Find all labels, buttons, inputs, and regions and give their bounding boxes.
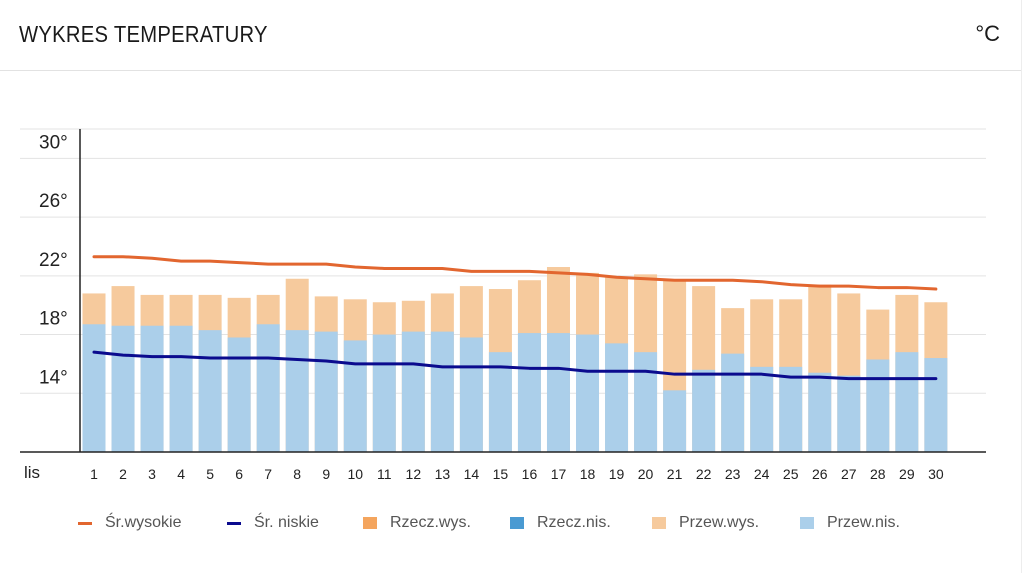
series-line-avg-high: [92, 255, 938, 291]
y-tick-label: 14°: [39, 367, 68, 388]
legend-swatch: [652, 517, 666, 529]
x-tick-label: 12: [406, 466, 422, 482]
legend-label: Śr.wysokie: [105, 514, 182, 531]
x-tick-label: 14: [464, 466, 480, 482]
bar-forecast-low: [430, 331, 454, 452]
x-tick-label: 23: [725, 466, 741, 482]
bar-forecast-low: [866, 359, 890, 452]
bar-forecast-low: [256, 324, 280, 452]
x-tick-label: 3: [148, 466, 156, 482]
x-tick-label: 27: [841, 466, 857, 482]
x-tick-label: 16: [522, 466, 538, 482]
x-tick-label: 20: [638, 466, 654, 482]
bar-forecast-low: [314, 331, 338, 452]
y-tick-label: 18°: [39, 309, 68, 330]
bar-forecast-low: [488, 352, 512, 452]
bar-forecast-low: [372, 334, 396, 452]
legend-item[interactable]: Rzecz.nis.: [510, 508, 611, 538]
legend-swatch: [510, 517, 524, 529]
bar-forecast-low: [663, 390, 687, 452]
x-tick-label: 30: [928, 466, 944, 482]
y-tick-label: 22°: [39, 250, 68, 271]
x-tick-label: 9: [322, 466, 330, 482]
bar-forecast-low: [517, 333, 541, 452]
legend-swatch: [800, 517, 814, 529]
bar-forecast-low: [285, 330, 309, 452]
chart-title: WYKRES TEMPERATURY: [19, 21, 268, 47]
bar-forecast-low: [692, 369, 716, 452]
legend-label: Śr. niskie: [254, 514, 319, 531]
legend-label: Przew.nis.: [827, 514, 900, 531]
bar-forecast-low: [227, 337, 251, 452]
x-tick-label: 15: [493, 466, 509, 482]
x-tick-label: 26: [812, 466, 828, 482]
x-tick-label: 7: [264, 466, 272, 482]
x-tick-label: 17: [551, 466, 567, 482]
x-tick-label: 19: [609, 466, 625, 482]
legend-swatch: [227, 521, 241, 525]
bar-forecast-low: [546, 333, 570, 452]
legend-swatch: [78, 521, 92, 525]
bar-forecast-low: [401, 331, 425, 452]
legend-item[interactable]: Przew.nis.: [800, 508, 900, 538]
x-tick-label: 29: [899, 466, 915, 482]
x-tick-label: 5: [206, 466, 214, 482]
bar-forecast-low: [924, 358, 948, 452]
legend-item[interactable]: Śr. niskie: [227, 508, 319, 538]
x-tick-label: 4: [177, 466, 185, 482]
x-tick-label: 25: [783, 466, 799, 482]
x-tick-label: 6: [235, 466, 243, 482]
bar-forecast-low: [198, 330, 222, 452]
panel-border: [1021, 0, 1022, 573]
legend-swatch: [363, 517, 377, 529]
legend-item[interactable]: Śr.wysokie: [78, 508, 181, 538]
x-tick-label: 24: [754, 466, 770, 482]
x-tick-label: 8: [293, 466, 301, 482]
x-tick-label: 13: [435, 466, 451, 482]
bar-forecast-low: [808, 372, 832, 452]
legend-item[interactable]: Rzecz.wys.: [363, 508, 471, 538]
bar-forecast-low: [634, 352, 658, 452]
x-tick-label: 18: [580, 466, 596, 482]
x-tick-label: 22: [696, 466, 712, 482]
chart-legend: Śr.wysokie Śr. niskie Rzecz.wys. Rzecz.nis.…: [0, 508, 1024, 538]
x-tick-label: 1: [90, 466, 98, 482]
bar-forecast-low: [779, 366, 803, 452]
bar-forecast-low: [895, 352, 919, 452]
bar-forecast-low: [111, 325, 135, 452]
y-tick-label: 30°: [39, 132, 68, 153]
legend-label: Przew.wys.: [679, 514, 760, 531]
chart-header: WYKRES TEMPERATURY °C: [0, 0, 1022, 71]
bar-forecast-low: [576, 334, 600, 452]
bar-forecast-low: [721, 353, 745, 452]
bar-forecast-low: [837, 375, 861, 452]
unit-toggle[interactable]: °C: [975, 21, 1000, 46]
bar-forecast-low: [343, 340, 367, 452]
month-label: lis: [24, 463, 40, 482]
x-tick-label: 10: [347, 466, 363, 482]
x-tick-label: 2: [119, 466, 127, 482]
bar-forecast-low: [82, 324, 106, 452]
bar-forecast-low: [605, 343, 629, 452]
bar-forecast-low: [169, 325, 193, 452]
bar-forecast-low: [140, 325, 164, 452]
x-tick-label: 21: [667, 466, 683, 482]
bar-forecast-low: [750, 366, 774, 452]
x-tick-label: 28: [870, 466, 886, 482]
legend-label: Rzecz.nis.: [537, 514, 611, 531]
legend-item[interactable]: Przew.wys.: [652, 508, 759, 538]
x-tick-label: 11: [377, 466, 392, 482]
temperature-chart: 14°18°22°26°30°lis 1 2 3 4 5 6 7 8 9 10 11 12 13 14 15 1…: [20, 128, 986, 482]
legend-label: Rzecz.wys.: [390, 514, 471, 531]
series-line-avg-low: [92, 350, 938, 381]
bar-forecast-low: [459, 337, 483, 452]
y-tick-label: 26°: [39, 191, 68, 212]
